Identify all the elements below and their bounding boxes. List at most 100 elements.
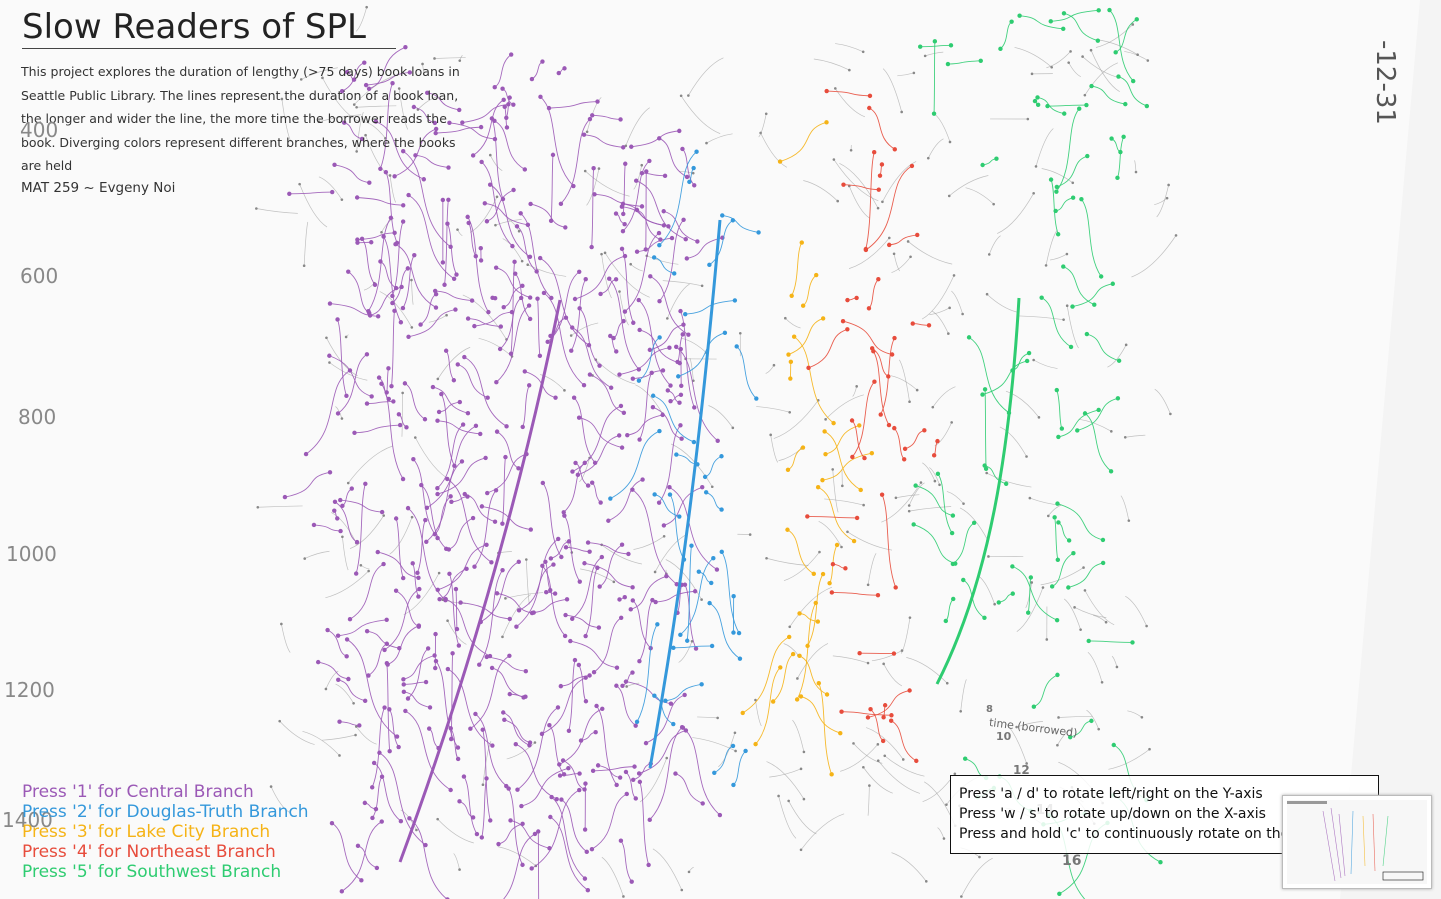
loan-end xyxy=(303,264,306,267)
loan-end xyxy=(1111,282,1115,286)
loan-end xyxy=(1050,584,1054,588)
loan-end xyxy=(882,663,885,666)
loan-end xyxy=(618,290,621,293)
loan-end xyxy=(1056,232,1060,236)
loan-end xyxy=(1035,95,1039,99)
loan-end xyxy=(387,749,391,753)
loan-end xyxy=(850,455,854,459)
loan-end xyxy=(631,321,635,325)
loan-end xyxy=(1096,408,1100,412)
loan-end xyxy=(473,712,477,716)
loan-end xyxy=(994,157,998,161)
loan-end xyxy=(1055,501,1059,505)
loan-end xyxy=(466,316,470,320)
loan-end xyxy=(465,494,469,498)
loan-end xyxy=(445,314,448,317)
loan-end xyxy=(738,656,742,660)
loan-end xyxy=(693,589,697,593)
loan-end xyxy=(495,591,499,595)
loan-end xyxy=(454,272,458,276)
loan-end xyxy=(877,207,880,210)
loan-end xyxy=(765,112,768,115)
loan-end xyxy=(753,742,757,746)
loan-end xyxy=(557,71,561,75)
loan-end xyxy=(464,567,468,571)
loan-end xyxy=(256,506,259,509)
loan-end xyxy=(597,584,601,588)
loan-end xyxy=(439,392,443,396)
loan-end xyxy=(933,39,937,43)
loan-end xyxy=(471,516,475,520)
loan-end xyxy=(363,801,367,805)
loan-end xyxy=(341,535,344,538)
loan-end xyxy=(573,658,577,662)
loan-end xyxy=(356,844,360,848)
loan-end xyxy=(431,385,435,389)
loan-end xyxy=(684,237,688,241)
loan-end xyxy=(666,317,669,320)
loan-end xyxy=(803,798,806,801)
loan-end xyxy=(1130,640,1134,644)
loan-end xyxy=(631,376,635,380)
loan-end xyxy=(493,85,497,89)
loan-end xyxy=(500,521,504,525)
loan-end xyxy=(1035,165,1038,168)
loan-end xyxy=(707,601,711,605)
loan-end xyxy=(556,705,560,709)
loan-end xyxy=(470,298,474,302)
loan-end xyxy=(797,654,801,658)
branch-key: Press '4' for Northeast Branch xyxy=(22,842,309,862)
loan-end xyxy=(401,306,405,310)
loan-end xyxy=(437,410,441,414)
loan-end xyxy=(523,167,527,171)
loan-end xyxy=(786,468,790,472)
loan-end xyxy=(577,788,581,792)
loan-end xyxy=(369,240,373,244)
loan-end xyxy=(406,506,410,510)
loan-end xyxy=(577,270,581,274)
loan-end xyxy=(434,305,438,309)
loan-end xyxy=(1082,566,1085,569)
y-axis-label: 1200 xyxy=(4,678,55,702)
loan-end xyxy=(401,576,405,580)
loan-end xyxy=(907,240,910,243)
loan-end xyxy=(401,477,405,481)
loan-end xyxy=(423,518,427,522)
loan-end xyxy=(617,372,621,376)
loan-end xyxy=(382,705,386,709)
loan-end xyxy=(600,707,604,711)
loan-end xyxy=(559,555,563,559)
loan-end xyxy=(336,678,340,682)
loan-end xyxy=(800,240,804,244)
loan-end xyxy=(1069,50,1072,53)
loan-end xyxy=(502,718,506,722)
loan-end xyxy=(1010,564,1014,568)
loan-end xyxy=(631,598,635,602)
loan-end xyxy=(621,212,625,216)
loan-end xyxy=(980,163,984,167)
loan-end xyxy=(501,710,505,714)
loan-end xyxy=(1029,497,1032,500)
loan-end xyxy=(357,723,361,727)
loan-end xyxy=(433,666,437,670)
loan-end xyxy=(489,154,492,157)
loan-end xyxy=(841,485,844,488)
loan-end xyxy=(668,399,672,403)
loan-end xyxy=(1099,274,1103,278)
loan-end xyxy=(797,611,801,615)
loan-end xyxy=(386,366,390,370)
loan-end xyxy=(621,145,625,149)
loan-end xyxy=(862,504,865,507)
loan-end xyxy=(572,396,576,400)
loan-end xyxy=(512,260,516,264)
time-tick: 8 xyxy=(986,704,993,715)
loan-end xyxy=(427,726,431,730)
loan-end xyxy=(959,710,962,713)
branch-key: Press '1' for Central Branch xyxy=(22,782,309,802)
loan-end xyxy=(868,707,872,711)
loan-end xyxy=(527,303,531,307)
loan-end xyxy=(963,756,967,760)
loan-end xyxy=(640,477,644,481)
loan-end xyxy=(652,492,656,496)
loan-end xyxy=(394,516,398,520)
